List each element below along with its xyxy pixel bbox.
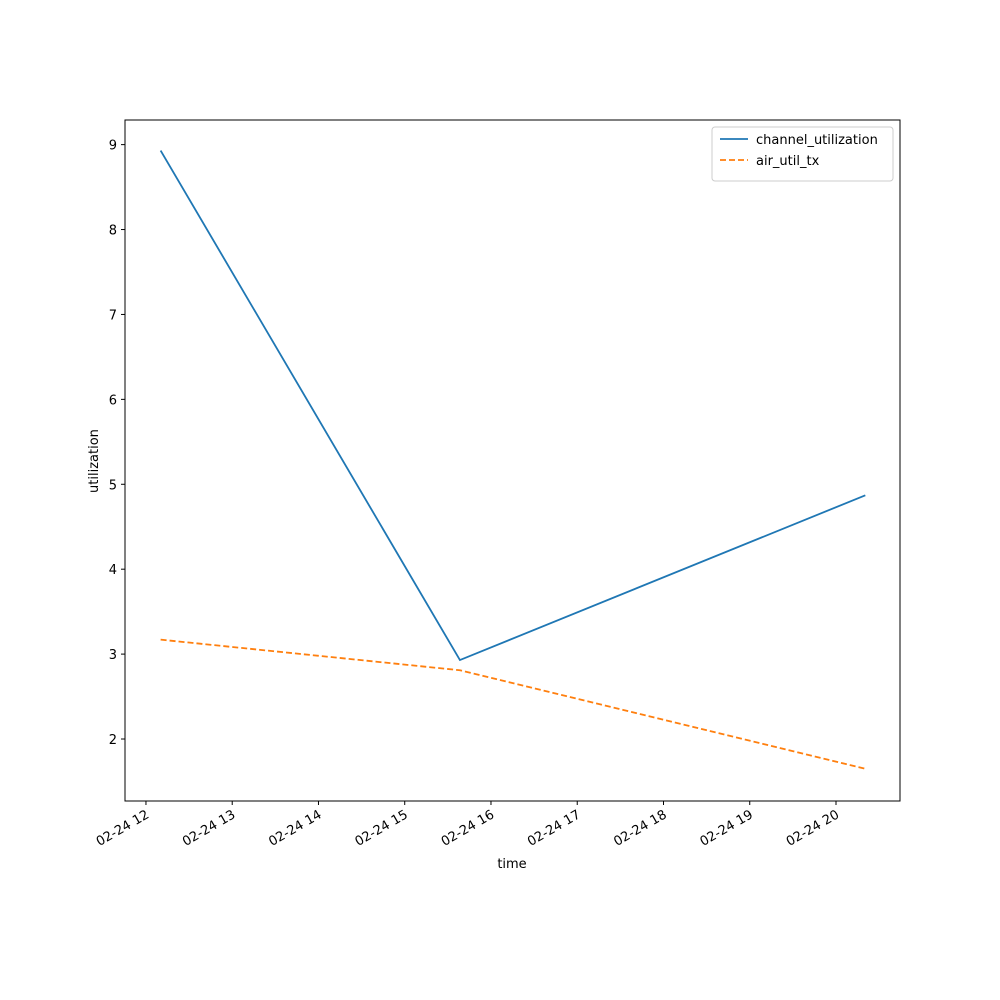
y-tick-label: 5 (109, 478, 117, 493)
x-axis-label: time (497, 857, 526, 872)
y-tick-label: 8 (109, 224, 117, 239)
series-line (159, 150, 866, 662)
series-line (160, 638, 866, 770)
legend-label: air_util_tx (756, 154, 820, 169)
y-tick-label: 3 (109, 648, 117, 663)
y-tick-label: 6 (109, 393, 117, 408)
y-axis-label: utilization (87, 429, 102, 493)
plot-frame (124, 119, 901, 802)
legend-label: channel_utilization (756, 133, 878, 148)
y-tick-label: 7 (109, 308, 117, 323)
legend-box (711, 126, 894, 182)
y-tick-label: 2 (109, 733, 117, 748)
y-tick-label: 9 (109, 139, 117, 154)
y-tick-label: 4 (109, 563, 117, 578)
